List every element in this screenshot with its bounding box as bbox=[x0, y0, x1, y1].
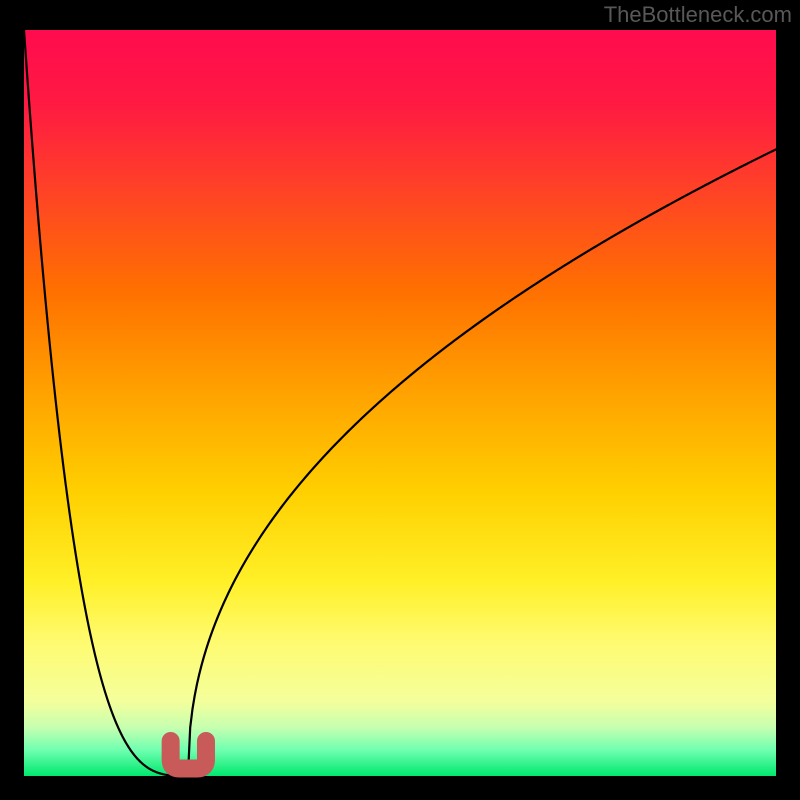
chart-container: TheBottleneck.com bbox=[0, 0, 800, 800]
watermark-text: TheBottleneck.com bbox=[604, 2, 792, 28]
bottleneck-chart bbox=[0, 0, 800, 800]
